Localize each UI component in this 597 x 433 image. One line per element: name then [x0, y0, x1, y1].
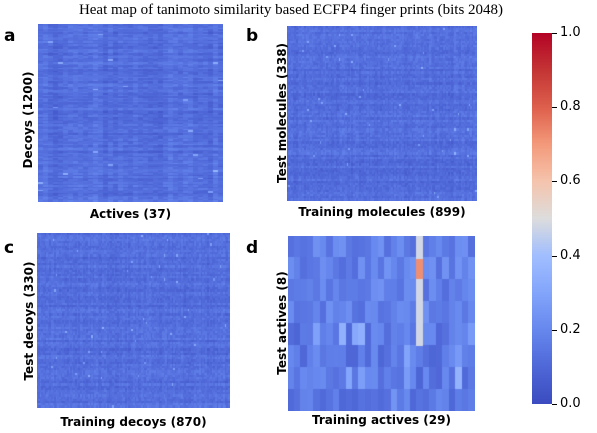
xlabel-c: Training decoys (870)	[60, 415, 207, 429]
heatmap-d	[288, 236, 475, 411]
colorbar-tick-label: 0.8	[560, 99, 581, 114]
colorbar-tick-mark	[552, 404, 557, 405]
ylabel-c: Test decoys (330)	[22, 261, 36, 381]
colorbar-tick-mark	[552, 107, 557, 108]
xlabel-d: Training actives (29)	[312, 413, 451, 427]
heatmap-b	[287, 26, 477, 201]
colorbar-tick-label: 0.2	[560, 322, 581, 337]
panel-letter-c: c	[4, 238, 15, 258]
heatmap-a	[38, 24, 223, 202]
chart-title: Heat map of tanimoto similarity based EC…	[78, 2, 504, 18]
colorbar-tick-label: 0.4	[560, 248, 581, 263]
panel-letter-d: d	[246, 238, 259, 258]
colorbar-tick-mark	[552, 181, 557, 182]
panel-letter-b: b	[246, 26, 259, 46]
panel-letter-a: a	[4, 26, 16, 46]
colorbar-tick-mark	[552, 33, 557, 34]
colorbar-tick-label: 0.6	[560, 173, 581, 188]
ylabel-b: Test molecules (338)	[275, 42, 289, 183]
xlabel-b: Training molecules (899)	[298, 205, 466, 219]
ylabel-d: Test actives (8)	[275, 271, 289, 375]
colorbar-tick-label: 1.0	[560, 25, 581, 40]
colorbar-tick-mark	[552, 330, 557, 331]
colorbar	[532, 33, 552, 404]
xlabel-a: Actives (37)	[89, 207, 172, 221]
colorbar-tick-label: 0.0	[560, 396, 581, 411]
ylabel-a: Decoys (1200)	[21, 71, 35, 169]
heatmap-c	[37, 233, 230, 408]
colorbar-tick-mark	[552, 256, 557, 257]
